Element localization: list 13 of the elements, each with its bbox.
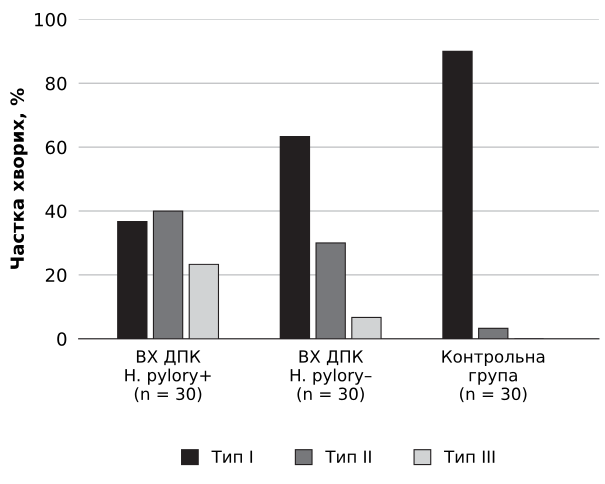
legend-label: Тип II [325,450,371,463]
x-tick-label: Контрольна група (n = 30) [442,350,544,402]
x-tick-label: ВХ ДПК H. pylory– (n = 30) [290,350,372,402]
y-tick-label: 0 [57,332,66,346]
legend-label: Тип III [444,450,494,463]
y-tick-label: 80 [46,76,66,90]
y-axis-title: Частка хворих, % [10,88,28,269]
y-tick-label: 60 [46,140,66,154]
x-tick-label: ВХ ДПК H. pylory+ (n = 30) [125,350,211,402]
legend-label: Тип I [212,450,252,463]
y-tick-label: 100 [35,12,66,26]
y-tick-label: 40 [45,204,66,218]
y-tick-label: 20 [46,268,66,282]
